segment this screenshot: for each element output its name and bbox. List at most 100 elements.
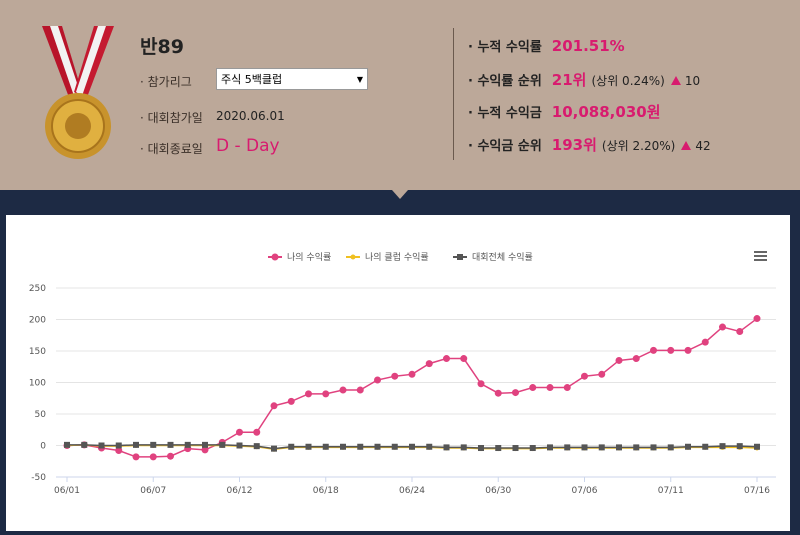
- stat-label: · 누적 수익률: [468, 40, 542, 55]
- stat-change: 10: [684, 74, 701, 88]
- data-point: [529, 384, 537, 392]
- y-tick-label: 150: [29, 347, 46, 357]
- data-point: [460, 444, 467, 451]
- stat-value: 193위: [551, 136, 597, 154]
- menu-icon[interactable]: [754, 251, 767, 261]
- legend-label: 나의 클럽 수익률: [365, 251, 429, 263]
- x-tick-label: 06/24: [399, 486, 425, 496]
- data-point: [167, 452, 174, 460]
- y-tick-label: 0: [40, 442, 46, 452]
- legend-marker: [457, 254, 463, 260]
- data-point: [581, 372, 588, 380]
- data-point: [754, 443, 760, 450]
- data-point: [512, 389, 519, 397]
- data-point: [425, 360, 433, 368]
- pointer: [392, 190, 408, 199]
- data-point: [253, 428, 261, 436]
- data-point: [340, 443, 346, 450]
- dropdown-arrow: ▼: [356, 75, 363, 84]
- data-point: [477, 380, 485, 388]
- data-point: [685, 443, 691, 450]
- data-point: [201, 446, 209, 454]
- start-label: · 대회참가일: [140, 111, 203, 125]
- start-value: 2020.06.01: [216, 109, 285, 123]
- league-label: · 참가리그: [140, 75, 192, 89]
- x-tick-label: 06/30: [485, 486, 511, 496]
- data-point: [322, 443, 329, 450]
- data-point: [494, 389, 502, 397]
- y-tick-label: 250: [29, 284, 46, 294]
- data-point: [288, 443, 295, 450]
- data-point: [616, 444, 622, 451]
- data-point: [391, 443, 398, 450]
- data-point: [702, 443, 709, 450]
- x-tick-label: 07/11: [658, 486, 684, 496]
- data-point: [98, 442, 105, 449]
- data-point: [529, 445, 536, 452]
- data-point: [270, 402, 278, 410]
- x-tick-label: 07/06: [572, 486, 598, 496]
- data-point: [632, 355, 640, 363]
- data-point: [478, 445, 484, 452]
- data-point: [546, 384, 554, 392]
- data-point: [736, 443, 743, 450]
- chart-panel: -50 0 50 100 150 200 250 06/01 06/07 06/12 06/18 06…: [6, 215, 790, 531]
- data-point: [253, 443, 260, 450]
- stat-value: 201.51%: [551, 37, 625, 55]
- data-point: [357, 443, 364, 450]
- data-point: [219, 441, 226, 448]
- series-line: [66, 317, 758, 458]
- stat-label: · 수익률 순위: [468, 74, 542, 89]
- data-point: [426, 443, 433, 450]
- data-point: [81, 441, 88, 448]
- data-point: [650, 346, 657, 354]
- stat-change: 42: [695, 139, 711, 153]
- data-point: [339, 386, 347, 394]
- data-point: [64, 441, 70, 448]
- data-point: [667, 346, 675, 354]
- medal-icon: [42, 26, 114, 159]
- data-point: [581, 444, 588, 451]
- data-point: [633, 444, 640, 451]
- user-name: 반89: [140, 36, 184, 58]
- data-point: [133, 441, 139, 448]
- data-point: [443, 444, 450, 451]
- data-point: [409, 443, 415, 450]
- data-point: [719, 443, 726, 450]
- data-point: [547, 444, 553, 451]
- data-point: [305, 443, 312, 450]
- profile-header: 반89 · 참가리그 주식 5백클럽 ▼ · 대회참가일 2020.06.01 ·…: [0, 0, 800, 199]
- data-point: [460, 355, 468, 363]
- data-point: [322, 390, 330, 398]
- data-point: [701, 338, 709, 346]
- data-point: [443, 355, 450, 363]
- end-label: · 대회종료일: [140, 142, 203, 156]
- stat-row: · 수익률 순위 21위 (상위 0.24%) 10: [468, 69, 700, 90]
- x-tick-label: 06/07: [140, 486, 166, 496]
- data-point: [236, 442, 243, 449]
- legend-label: 나의 수익률: [287, 251, 331, 263]
- data-point: [236, 428, 243, 436]
- y-tick-label: 100: [29, 379, 46, 389]
- legend-label: 대회전체 수익률: [472, 251, 533, 263]
- data-point: [132, 453, 140, 461]
- stat-detail: (상위 0.24%): [591, 74, 665, 88]
- stat-label: · 누적 수익금: [468, 106, 542, 121]
- data-point: [598, 444, 605, 451]
- data-point: [115, 447, 123, 455]
- stat-value: 10,088,030원: [551, 103, 661, 121]
- x-tick-label: 06/18: [313, 486, 339, 496]
- stat-row: · 누적 수익금 10,088,030원: [468, 101, 661, 122]
- data-point: [305, 390, 312, 398]
- divider: [453, 28, 454, 160]
- data-point: [598, 370, 606, 378]
- y-tick-label: 200: [29, 316, 46, 326]
- data-point: [374, 443, 381, 450]
- data-point: [149, 453, 157, 461]
- x-tick-label: 06/12: [227, 486, 253, 496]
- data-point: [564, 444, 571, 451]
- up-icon: [681, 141, 692, 150]
- end-value: D - Day: [216, 136, 280, 156]
- league-select[interactable]: 주식 5백클럽 ▼: [216, 68, 368, 90]
- x-tick-label: 06/01: [54, 486, 80, 496]
